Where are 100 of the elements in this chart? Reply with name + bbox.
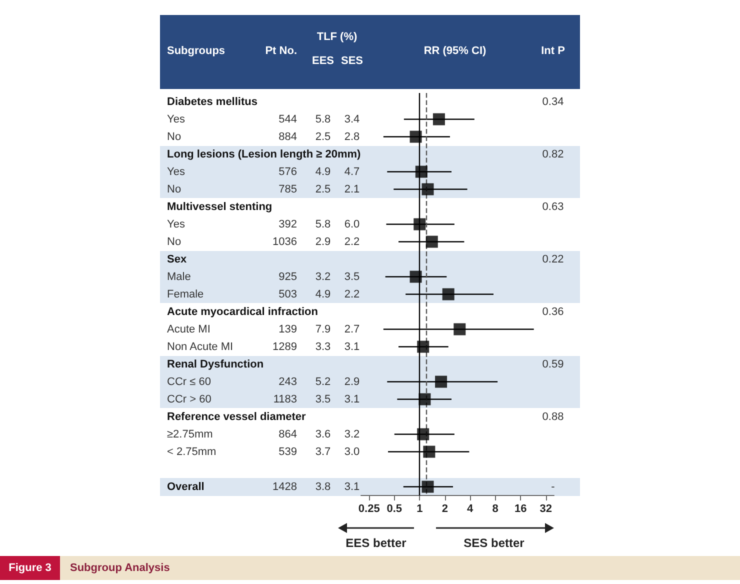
- x-tick-label: 16: [514, 503, 527, 515]
- y-tick-label: Non Acute MI: [167, 340, 234, 353]
- text: 2.5: [315, 183, 331, 196]
- caption: Figure 3: [8, 562, 52, 574]
- text: 2.9: [344, 376, 360, 388]
- text: 3.2: [344, 428, 360, 440]
- y-tick-label: ≥2.75mm: [167, 428, 213, 440]
- text: 7.9: [315, 323, 331, 336]
- annotation: 0.59: [542, 358, 564, 370]
- y-tick-label: CCr ≤ 60: [167, 376, 211, 388]
- y-tick-label: Sex: [167, 253, 188, 266]
- x-tick-label: 32: [540, 503, 552, 515]
- text: 3.0: [344, 446, 360, 458]
- point: [414, 218, 426, 230]
- text: 5.8: [315, 113, 331, 126]
- text: 576: [278, 166, 297, 178]
- annotation: -: [551, 480, 556, 493]
- annotation: 0.22: [542, 253, 564, 266]
- text: 3.4: [344, 113, 360, 126]
- text: 925: [278, 270, 297, 283]
- text: 3.7: [315, 446, 331, 458]
- text: 503: [278, 288, 297, 300]
- y-tick-label: Long lesions (Lesion length ≥ 20mm): [167, 148, 361, 160]
- text: Subgroup Analysis: [70, 562, 170, 574]
- point: [417, 428, 430, 440]
- y-tick-label: Acute MI: [167, 323, 210, 336]
- text: 3.6: [315, 428, 331, 440]
- y-tick-label: Diabetes mellitus: [167, 96, 258, 108]
- y-tick-label: Male: [167, 270, 191, 283]
- text: 3.1: [344, 340, 360, 353]
- y-tick-label: No: [167, 236, 182, 248]
- text: 2.2: [344, 236, 360, 248]
- text: SES: [340, 55, 364, 67]
- y-tick-label: Multivessel stenting: [167, 200, 272, 213]
- y-tick-label: Yes: [167, 113, 186, 126]
- text: 139: [278, 323, 297, 336]
- text: 1428: [272, 480, 297, 493]
- annotation: 0.88: [542, 410, 564, 423]
- text: 1289: [272, 340, 297, 353]
- text: 3.2: [315, 270, 331, 283]
- text: 3.5: [315, 393, 331, 406]
- text: SES better: [464, 536, 525, 550]
- text: 2.5: [315, 130, 331, 143]
- y-tick-label: Acute myocardical infraction: [167, 306, 318, 318]
- y-tick-label: Renal Dysfunction: [167, 358, 264, 370]
- text: EES: [312, 55, 334, 67]
- text: 3.1: [344, 480, 360, 493]
- point: [435, 376, 448, 388]
- text: Pt No.: [265, 45, 297, 57]
- text: 243: [278, 376, 297, 388]
- y-tick-label: No: [167, 130, 182, 143]
- y-tick-label: Yes: [167, 218, 186, 230]
- text: 6.0: [344, 218, 360, 230]
- text: 4.9: [315, 166, 331, 178]
- y-tick-label: No: [167, 183, 182, 196]
- y-tick-label: Overall: [167, 480, 204, 493]
- text: 2.1: [344, 183, 360, 196]
- text: 785: [278, 183, 297, 196]
- x-tick-label: 2: [442, 503, 448, 515]
- text: 4.7: [344, 166, 360, 178]
- y-axis-title: Subgroups: [167, 45, 226, 57]
- text: 5.8: [315, 218, 331, 230]
- text: 539: [278, 446, 297, 458]
- text: 2.9: [315, 236, 331, 248]
- text: 2.7: [344, 323, 360, 336]
- text: 392: [278, 218, 297, 230]
- text: 3.8: [315, 480, 331, 493]
- point: [426, 236, 438, 248]
- x-tick-label: 1: [416, 503, 423, 515]
- text: 3.5: [344, 270, 360, 283]
- text: 884: [278, 130, 297, 143]
- y-tick-label: < 2.75mm: [167, 446, 216, 458]
- point: [415, 166, 428, 178]
- text: 1036: [272, 236, 297, 248]
- point: [417, 340, 430, 353]
- y-tick-label: Female: [167, 288, 204, 300]
- annotation: 0.63: [542, 200, 564, 213]
- text: 864: [278, 428, 297, 440]
- annotation: 0.36: [542, 306, 564, 318]
- x-tick-label: 4: [467, 503, 474, 515]
- point: [418, 393, 431, 406]
- point: [423, 446, 436, 458]
- text: 3.1: [344, 393, 360, 406]
- text: 544: [278, 113, 297, 126]
- text: TLF (%): [316, 31, 358, 43]
- y-tick-label: CCr > 60: [167, 393, 212, 406]
- point: [432, 113, 445, 126]
- text: 5.2: [315, 376, 331, 388]
- annotation: 0.34: [542, 96, 564, 108]
- x-axis-title: RR (95% CI): [424, 45, 487, 57]
- text: 4.9: [315, 288, 331, 300]
- text: 2.8: [344, 130, 360, 143]
- text: 1183: [273, 393, 297, 406]
- annotation: 0.82: [542, 148, 564, 160]
- text: EES better: [346, 536, 407, 550]
- point: [422, 183, 434, 196]
- x-tick-label: 0.5: [386, 503, 402, 515]
- text: 3.3: [315, 340, 331, 353]
- x-tick-label: 8: [492, 503, 498, 515]
- text: 2.2: [344, 288, 360, 300]
